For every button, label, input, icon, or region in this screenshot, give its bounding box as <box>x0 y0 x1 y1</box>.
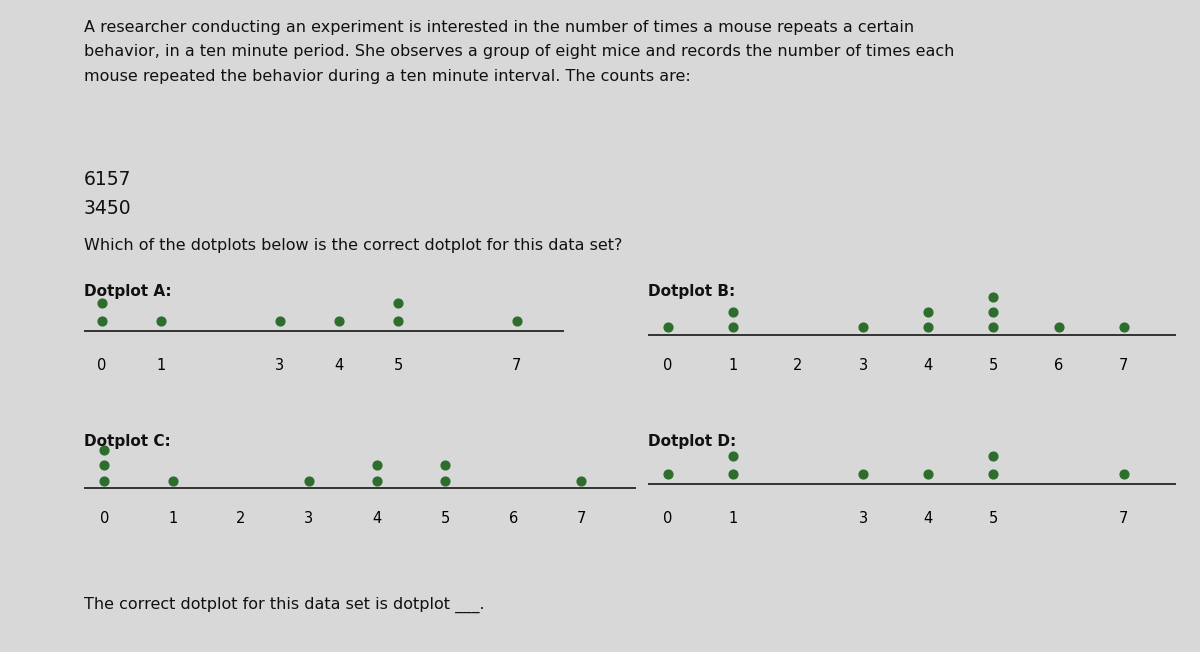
Text: 3450: 3450 <box>84 199 132 218</box>
Point <box>436 475 455 486</box>
Point <box>436 460 455 471</box>
Point <box>1115 322 1134 333</box>
Point <box>658 322 677 333</box>
Text: Dotplot C:: Dotplot C: <box>84 434 170 449</box>
Point <box>572 475 592 486</box>
Point <box>95 475 114 486</box>
Point <box>92 297 112 308</box>
Point <box>984 322 1003 333</box>
Point <box>724 307 743 318</box>
Text: 6157: 6157 <box>84 170 132 188</box>
Point <box>367 460 386 471</box>
Text: Dotplot A:: Dotplot A: <box>84 284 172 299</box>
Point <box>853 469 872 480</box>
Point <box>367 475 386 486</box>
Point <box>984 451 1003 461</box>
Point <box>1049 322 1068 333</box>
Text: Dotplot B:: Dotplot B: <box>648 284 736 299</box>
Point <box>984 291 1003 302</box>
Text: The correct dotplot for this data set is dotplot ___.: The correct dotplot for this data set is… <box>84 597 485 613</box>
Point <box>92 316 112 327</box>
Point <box>724 322 743 333</box>
Point <box>853 322 872 333</box>
Point <box>329 316 348 327</box>
Point <box>95 445 114 455</box>
Point <box>724 469 743 480</box>
Point <box>919 322 938 333</box>
Point <box>163 475 182 486</box>
Point <box>984 307 1003 318</box>
Point <box>389 297 408 308</box>
Point <box>270 316 289 327</box>
Text: mouse repeated the behavior during a ten minute interval. The counts are:: mouse repeated the behavior during a ten… <box>84 69 691 84</box>
Text: behavior, in a ten minute period. She observes a group of eight mice and records: behavior, in a ten minute period. She ob… <box>84 44 954 59</box>
Point <box>658 469 677 480</box>
Point <box>919 307 938 318</box>
Point <box>95 460 114 471</box>
Text: Dotplot D:: Dotplot D: <box>648 434 737 449</box>
Point <box>919 469 938 480</box>
Point <box>389 316 408 327</box>
Point <box>299 475 318 486</box>
Point <box>984 469 1003 480</box>
Point <box>1115 469 1134 480</box>
Point <box>506 316 526 327</box>
Point <box>724 451 743 461</box>
Point <box>151 316 170 327</box>
Text: Which of the dotplots below is the correct dotplot for this data set?: Which of the dotplots below is the corre… <box>84 238 623 253</box>
Text: A researcher conducting an experiment is interested in the number of times a mou: A researcher conducting an experiment is… <box>84 20 914 35</box>
